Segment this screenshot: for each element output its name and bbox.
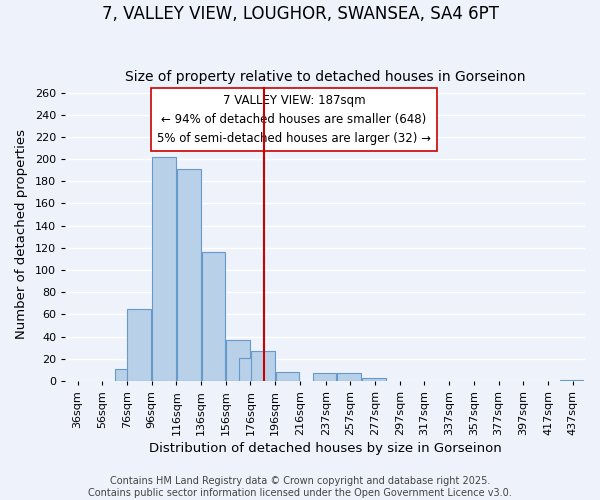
Bar (239, 358, 262, 381)
Text: Contains HM Land Registry data © Crown copyright and database right 2025.
Contai: Contains HM Land Registry data © Crown c… (88, 476, 512, 498)
X-axis label: Distribution of detached houses by size in Gorseinon: Distribution of detached houses by size … (149, 442, 502, 455)
Bar (275, 372, 299, 381)
Bar (177, 169, 200, 381)
Bar (337, 373, 361, 381)
Bar (362, 378, 386, 381)
Bar (226, 340, 250, 381)
Bar (127, 309, 151, 381)
Bar (251, 351, 275, 381)
Bar (202, 252, 225, 381)
Y-axis label: Number of detached properties: Number of detached properties (15, 129, 28, 339)
Text: 7 VALLEY VIEW: 187sqm
← 94% of detached houses are smaller (648)
5% of semi-deta: 7 VALLEY VIEW: 187sqm ← 94% of detached … (157, 94, 431, 146)
Bar (152, 157, 176, 381)
Bar (313, 373, 337, 381)
Bar (560, 380, 583, 381)
Text: 7, VALLEY VIEW, LOUGHOR, SWANSEA, SA4 6PT: 7, VALLEY VIEW, LOUGHOR, SWANSEA, SA4 6P… (101, 5, 499, 23)
Bar (115, 368, 139, 381)
Title: Size of property relative to detached houses in Gorseinon: Size of property relative to detached ho… (125, 70, 526, 85)
